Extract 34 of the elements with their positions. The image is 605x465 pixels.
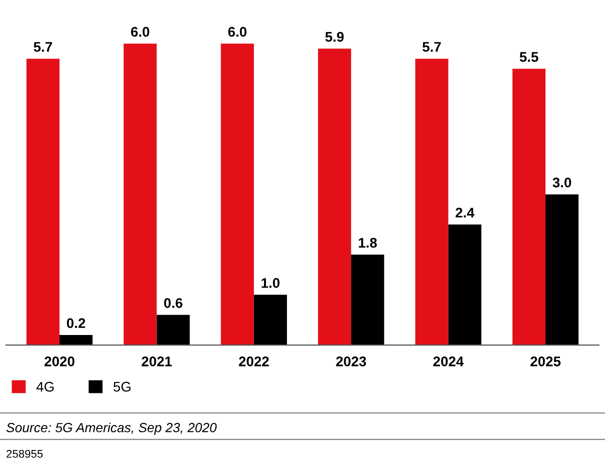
bar <box>156 314 190 346</box>
data-label: 1.0 <box>262 278 280 288</box>
data-label: 6.0 <box>131 26 150 37</box>
bar <box>512 68 546 346</box>
x-tick-label: 2023 <box>336 356 366 366</box>
data-label: 5.7 <box>34 42 52 52</box>
bar <box>351 254 384 346</box>
bar <box>254 294 287 346</box>
legend-label: 4G <box>36 382 54 392</box>
x-tick-label: 2022 <box>238 356 269 366</box>
data-label: 3.0 <box>552 178 572 188</box>
legend-label: 5G <box>114 382 130 392</box>
bar <box>60 334 93 346</box>
data-label: 1.8 <box>358 238 377 248</box>
x-tick-label: 2024 <box>433 356 464 366</box>
bar <box>124 44 157 346</box>
bar <box>26 58 60 346</box>
source-note: Source: 5G Americas, Sep 23, 2020 <box>6 422 217 435</box>
x-tick-label: 2020 <box>44 356 74 366</box>
bar <box>448 224 482 346</box>
bar <box>220 44 254 346</box>
x-tick-label: 2021 <box>142 356 172 366</box>
bar <box>545 194 579 346</box>
data-label: 6.0 <box>228 26 246 37</box>
data-label: 2.4 <box>456 208 474 218</box>
text: 258955 <box>6 450 43 458</box>
data-label: 5.9 <box>325 32 344 42</box>
data-label: 5.7 <box>422 42 441 52</box>
data-label: 0.2 <box>66 318 86 328</box>
data-label: 0.6 <box>164 298 182 308</box>
data-label: 5.5 <box>520 52 538 62</box>
bar <box>318 48 352 346</box>
x-tick-label: 2025 <box>530 356 561 366</box>
bar <box>415 58 448 346</box>
